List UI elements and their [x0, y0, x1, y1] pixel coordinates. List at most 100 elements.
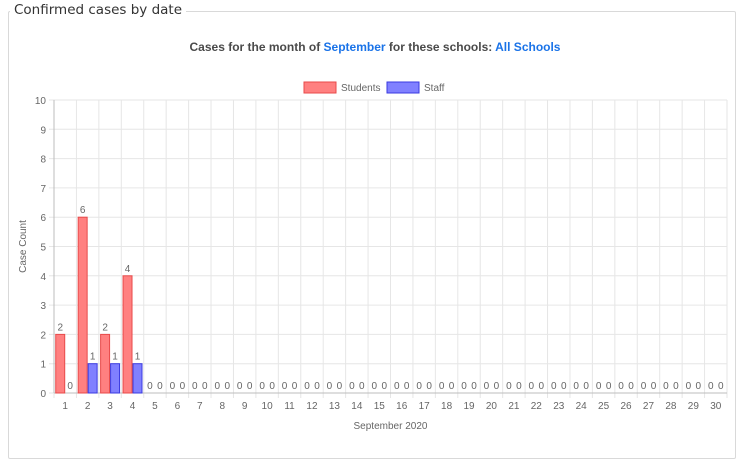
x-tick-label: 29 [688, 401, 700, 412]
data-label-staff: 0 [471, 381, 477, 392]
chart-subtitle: Cases for the month of September for the… [0, 40, 750, 54]
data-label-students: 0 [349, 381, 355, 392]
data-label-staff: 0 [337, 381, 343, 392]
x-tick-label: 1 [62, 401, 68, 412]
data-label-students: 0 [327, 381, 333, 392]
data-label-students: 0 [394, 381, 400, 392]
x-tick-label: 11 [284, 401, 295, 412]
x-tick-label: 16 [396, 401, 408, 412]
data-label-students: 0 [551, 381, 557, 392]
data-label-staff: 0 [292, 381, 298, 392]
subtitle-prefix: Cases for the month of [189, 40, 324, 54]
y-tick-label: 4 [40, 272, 46, 283]
data-label-staff: 0 [673, 381, 679, 392]
data-label-students: 0 [170, 381, 176, 392]
x-tick-label: 22 [531, 401, 543, 412]
x-tick-label: 5 [152, 401, 158, 412]
x-tick-label: 6 [175, 401, 181, 412]
data-label-staff: 1 [135, 352, 141, 363]
x-tick-label: 15 [374, 401, 386, 412]
data-label-students: 4 [125, 264, 131, 275]
x-tick-label: 10 [262, 401, 274, 412]
data-label-staff: 1 [112, 352, 118, 363]
y-tick-label: 8 [40, 155, 46, 166]
y-tick-label: 1 [40, 360, 46, 371]
x-tick-label: 19 [463, 401, 475, 412]
data-label-staff: 0 [381, 381, 387, 392]
data-label-students: 6 [80, 205, 86, 216]
bar-staff [110, 363, 121, 394]
x-tick-label: 17 [419, 401, 431, 412]
data-label-staff: 0 [247, 381, 253, 392]
bar-students [122, 275, 133, 394]
y-tick-label: 3 [40, 301, 46, 312]
x-tick-label: 4 [130, 401, 136, 412]
data-label-students: 0 [372, 381, 378, 392]
x-tick-label: 30 [710, 401, 722, 412]
data-label-students: 0 [506, 381, 512, 392]
data-label-staff: 0 [224, 381, 230, 392]
data-label-students: 0 [708, 381, 714, 392]
data-label-students: 0 [304, 381, 310, 392]
data-label-students: 0 [147, 381, 153, 392]
x-tick-label: 27 [643, 401, 655, 412]
data-label-staff: 0 [449, 381, 455, 392]
data-label-staff: 0 [651, 381, 657, 392]
legend-label-students: Students [341, 83, 380, 94]
data-label-staff: 0 [494, 381, 500, 392]
x-axis-title: September 2020 [354, 421, 428, 432]
bar-students [77, 216, 88, 394]
data-label-staff: 0 [426, 381, 432, 392]
data-label-students: 0 [237, 381, 243, 392]
data-label-staff: 0 [269, 381, 275, 392]
data-label-staff: 0 [628, 381, 634, 392]
data-label-staff: 0 [718, 381, 724, 392]
x-tick-label: 9 [242, 401, 248, 412]
data-label-staff: 0 [157, 381, 163, 392]
data-label-students: 0 [641, 381, 647, 392]
x-tick-label: 20 [486, 401, 498, 412]
data-label-students: 0 [573, 381, 579, 392]
y-tick-label: 2 [40, 330, 46, 341]
data-label-students: 0 [416, 381, 422, 392]
data-label-staff: 0 [202, 381, 208, 392]
bar-students [55, 333, 66, 394]
y-tick-label: 0 [40, 389, 46, 400]
data-label-students: 0 [596, 381, 602, 392]
y-tick-label: 6 [40, 213, 46, 224]
legend-label-staff: Staff [424, 83, 445, 94]
x-tick-label: 24 [576, 401, 588, 412]
y-tick-label: 7 [40, 184, 46, 195]
x-tick-label: 25 [598, 401, 610, 412]
x-tick-label: 2 [85, 401, 91, 412]
legend-swatch-staff [386, 81, 420, 94]
x-tick-label: 26 [620, 401, 632, 412]
data-label-students: 0 [484, 381, 490, 392]
x-tick-label: 12 [306, 401, 318, 412]
data-label-staff: 0 [696, 381, 702, 392]
data-label-staff: 0 [314, 381, 320, 392]
subtitle-month: September [323, 40, 386, 54]
data-label-staff: 0 [359, 381, 365, 392]
x-tick-label: 13 [329, 401, 341, 412]
y-axis-title: Case Count [18, 220, 29, 273]
data-label-students: 2 [57, 322, 63, 333]
bar-staff [87, 363, 98, 394]
data-label-students: 2 [102, 322, 108, 333]
x-tick-label: 23 [553, 401, 565, 412]
x-tick-label: 28 [665, 401, 677, 412]
data-label-students: 0 [529, 381, 535, 392]
subtitle-schools: All Schools [495, 40, 561, 54]
data-label-students: 0 [461, 381, 467, 392]
data-label-students: 0 [214, 381, 220, 392]
data-label-staff: 0 [404, 381, 410, 392]
y-tick-label: 9 [40, 125, 46, 136]
data-label-students: 0 [439, 381, 445, 392]
x-tick-label: 21 [508, 401, 520, 412]
data-label-staff: 0 [561, 381, 567, 392]
data-label-students: 0 [282, 381, 288, 392]
x-tick-label: 3 [107, 401, 113, 412]
data-label-students: 0 [663, 381, 669, 392]
x-tick-label: 8 [219, 401, 225, 412]
